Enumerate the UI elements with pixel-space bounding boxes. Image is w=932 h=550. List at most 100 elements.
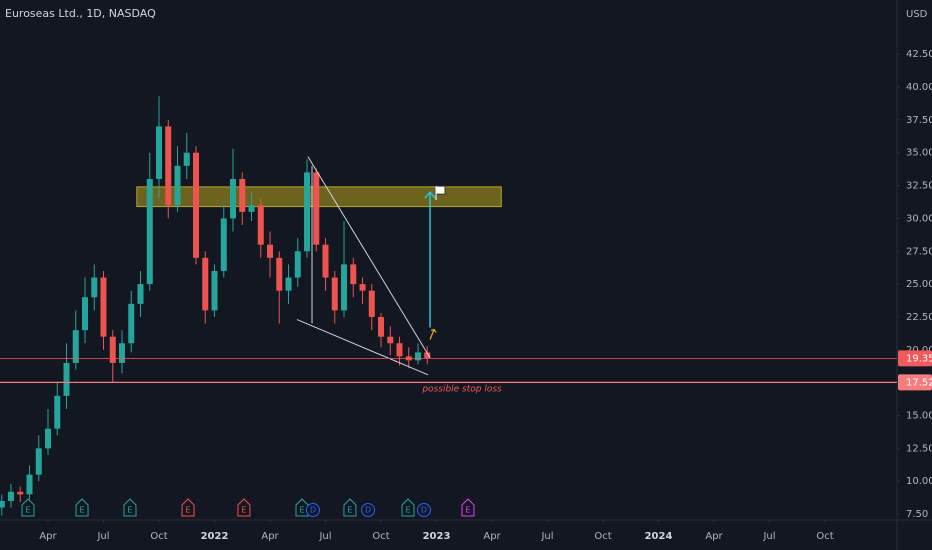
event-label: E: [127, 506, 132, 515]
event-marker: [181, 498, 195, 517]
candle-body: [248, 205, 255, 212]
y-tick-label: 25.00: [906, 279, 932, 290]
candle-body: [119, 343, 126, 363]
event-marker: [237, 498, 251, 517]
event-marker: [343, 498, 357, 517]
candle-body: [91, 277, 98, 298]
event-marker: [123, 498, 137, 517]
x-tick-label: 2022: [201, 531, 229, 542]
event-marker: [401, 498, 415, 517]
candle-body: [341, 264, 348, 311]
candle-body: [193, 152, 200, 258]
arrow-head: [424, 190, 436, 199]
x-tick-label: 2023: [423, 531, 451, 542]
y-tick-label: 10.00: [906, 476, 932, 487]
candle-body: [137, 284, 144, 304]
candle-body: [8, 491, 15, 501]
candle-body: [230, 178, 237, 219]
event-label: E: [25, 506, 30, 515]
candle-body: [331, 277, 338, 311]
candle-body: [267, 244, 274, 258]
x-tick-label: Apr: [483, 531, 501, 542]
currency: USD: [906, 9, 928, 20]
candle-body: [220, 218, 227, 271]
candle-body: [368, 290, 375, 317]
event-marker: [416, 503, 431, 517]
y-tick-label: 37.50: [906, 115, 932, 126]
y-tick-label: 20.00: [906, 345, 932, 356]
x-tick-label: Oct: [594, 531, 611, 542]
trend-line: [307, 156, 431, 358]
x-tick-label: Jul: [762, 531, 775, 542]
event-marker: [461, 498, 475, 517]
event-marker: [305, 503, 320, 517]
event-marker: [75, 498, 89, 517]
x-tick-label: Oct: [150, 531, 167, 542]
price-label-box: [898, 374, 932, 391]
candle-body: [63, 362, 70, 396]
candle-body: [359, 284, 366, 291]
event-label: D: [421, 506, 427, 515]
candle-body: [313, 172, 320, 245]
x-tick-label: Apr: [705, 531, 723, 542]
candle-body: [294, 251, 301, 278]
y-tick-label: 32.50: [906, 181, 932, 192]
candle-body: [350, 264, 357, 285]
y-tick-label: 22.50: [906, 312, 932, 323]
y-tick-label: 27.50: [906, 246, 932, 257]
trend-line: [296, 319, 429, 376]
candle-body: [276, 257, 283, 291]
event-label: E: [186, 506, 191, 515]
candle-body: [211, 270, 218, 311]
event-label: E: [241, 506, 246, 515]
x-tick-label: Jul: [318, 531, 331, 542]
candle-body: [378, 316, 385, 337]
y-tick-label: 42.50: [906, 49, 932, 60]
candle-body: [109, 336, 116, 363]
event-marker: [21, 498, 35, 517]
candle-body: [183, 152, 190, 166]
x-tick-label: Oct: [372, 531, 389, 542]
x-tick-label: 2024: [645, 531, 673, 542]
y-tick-label: 15.00: [906, 411, 932, 422]
annotation: possible stop loss: [421, 385, 502, 395]
candle-body: [415, 352, 422, 361]
y-tick-label: 7.50: [906, 509, 928, 520]
candle-body: [45, 428, 52, 449]
x-tick-label: Apr: [39, 531, 57, 542]
event-marker: [295, 498, 309, 517]
candle-body: [17, 491, 24, 495]
event-label: E: [80, 506, 85, 515]
candle-body: [26, 474, 33, 495]
y-tick-label: 12.50: [906, 443, 932, 454]
event-label: E: [465, 506, 470, 515]
price-label: 19.35: [906, 353, 932, 364]
x-tick-label: Jul: [96, 531, 109, 542]
candle-body: [239, 178, 246, 212]
x-tick-label: Jul: [540, 531, 553, 542]
x-tick-label: Apr: [261, 531, 279, 542]
candle-body: [257, 205, 264, 245]
candle-body: [54, 395, 61, 429]
event-marker: [361, 503, 376, 517]
candle-body: [202, 257, 209, 311]
candle-body: [156, 126, 163, 179]
y-tick-label: 35.00: [906, 148, 932, 159]
price-label: 17.52: [906, 377, 932, 388]
candle-body: [100, 277, 107, 337]
candle-body: [322, 244, 329, 278]
candle-body: [35, 448, 42, 475]
flag-icon: [435, 185, 446, 195]
candle-body: [396, 343, 403, 357]
candle-body: [82, 297, 89, 331]
candle-body: [128, 303, 135, 344]
chart-title: Euroseas Ltd., 1D, NASDAQ: [5, 7, 156, 20]
candle-body: [387, 336, 394, 344]
candle-body: [165, 126, 172, 206]
event-label: E: [299, 506, 304, 515]
candle-body: [304, 172, 311, 252]
event-label: E: [405, 506, 410, 515]
y-tick-label: 40.00: [906, 82, 932, 93]
